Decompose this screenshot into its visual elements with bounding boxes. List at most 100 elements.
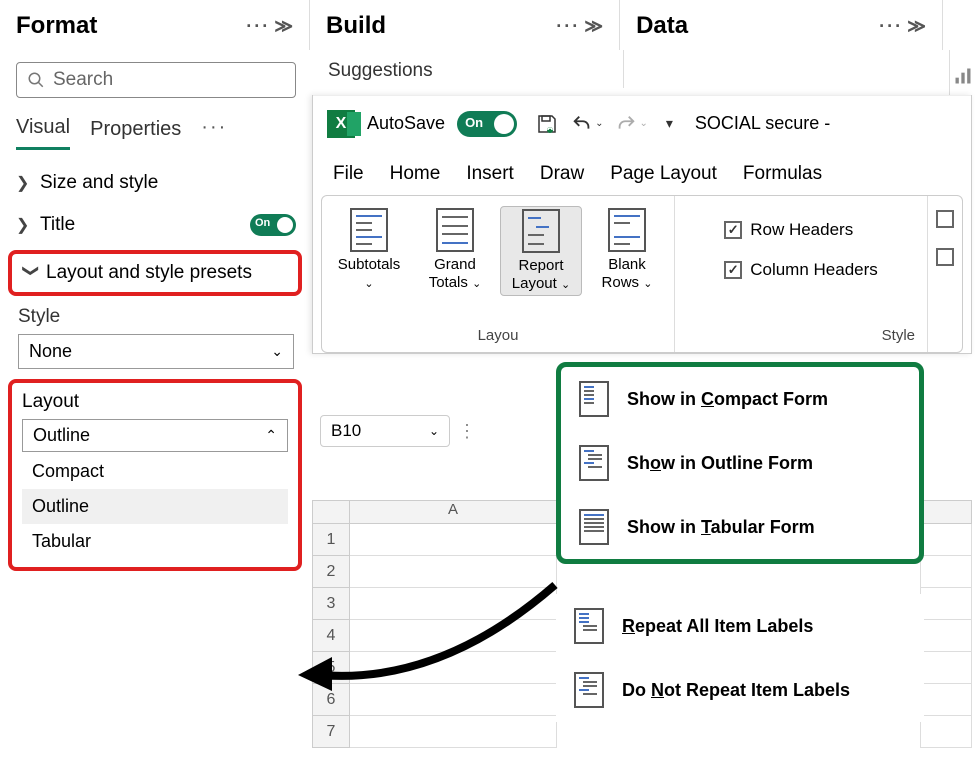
expand-icon[interactable]: ≫ <box>274 16 293 37</box>
cell[interactable] <box>350 716 557 748</box>
search-icon <box>27 71 45 89</box>
layout-select[interactable]: Outline ⌃ <box>22 419 288 452</box>
tab-draw[interactable]: Draw <box>540 163 584 185</box>
cell[interactable] <box>350 620 557 652</box>
checkbox-icon <box>724 221 742 239</box>
cell[interactable] <box>350 524 557 556</box>
row-header[interactable]: 7 <box>312 716 350 748</box>
chevron-down-icon: ⌄ <box>429 424 439 438</box>
name-box-row: B10 ⌄ ⋮ <box>320 415 476 447</box>
cell[interactable] <box>350 588 557 620</box>
blank-rows-label: Blank Rows <box>602 256 646 291</box>
dropdown-outline-form[interactable]: Show in Outline Form <box>561 431 919 495</box>
data-title: Data <box>636 12 688 40</box>
cell[interactable] <box>920 620 972 652</box>
cell[interactable] <box>350 652 557 684</box>
layout-option-outline[interactable]: Outline <box>22 489 288 524</box>
subtotals-button[interactable]: Subtotals⌄ <box>328 206 410 296</box>
cell[interactable] <box>920 588 972 620</box>
expand-icon[interactable]: ≫ <box>907 16 926 37</box>
cell[interactable] <box>920 716 972 748</box>
filename-label: SOCIAL secure - <box>695 113 830 134</box>
layout-value: Outline <box>33 425 90 446</box>
subtotals-label: Subtotals <box>338 256 401 273</box>
dropdown-repeat-label: Repeat All Item Labels <box>622 616 813 637</box>
row-header[interactable]: 3 <box>312 588 350 620</box>
layout-option-tabular[interactable]: Tabular <box>22 524 288 559</box>
excel-logo-icon: X <box>327 110 355 138</box>
cell[interactable] <box>920 652 972 684</box>
name-box[interactable]: B10 ⌄ <box>320 415 450 447</box>
checkbox-icon <box>724 261 742 279</box>
undo-icon[interactable]: ⌄ <box>571 113 603 135</box>
tab-insert[interactable]: Insert <box>466 163 514 185</box>
expand-icon[interactable]: ≫ <box>584 16 603 37</box>
cell[interactable] <box>920 556 972 588</box>
dropdown-tabular-form[interactable]: Show in Tabular Form <box>561 495 919 559</box>
dropdown-no-repeat-labels[interactable]: Do Not Repeat Item Labels <box>556 658 924 722</box>
checkbox-icon[interactable] <box>936 210 954 228</box>
sheet-area-right <box>920 500 972 748</box>
excel-window: X AutoSave On ⌄ ⌄ ▾ SOCIAL secure - File… <box>312 95 972 354</box>
save-icon[interactable] <box>535 112 559 136</box>
more-icon[interactable]: ··· <box>246 16 270 37</box>
col-header[interactable] <box>920 500 972 524</box>
ribbon: Subtotals⌄ Grand Totals ⌄ Report Layout … <box>313 195 971 353</box>
excel-titlebar: X AutoSave On ⌄ ⌄ ▾ SOCIAL secure - <box>313 95 971 151</box>
tab-page-layout[interactable]: Page Layout <box>610 163 717 185</box>
cell[interactable] <box>350 684 557 716</box>
size-style-label: Size and style <box>40 172 296 194</box>
more-icon[interactable]: ··· <box>879 16 903 37</box>
format-panel-header: Format ··· ≫ <box>0 0 310 50</box>
ribbon-group-extra <box>928 196 962 352</box>
row-headers-check[interactable]: Row Headers <box>724 220 878 240</box>
cell[interactable] <box>920 524 972 556</box>
chart-icon <box>953 66 973 86</box>
compact-form-icon <box>579 381 609 417</box>
checkbox-icon[interactable] <box>936 248 954 266</box>
tab-visual[interactable]: Visual <box>16 112 70 150</box>
grand-totals-label: Grand Totals <box>429 256 476 291</box>
layout-presets-label: Layout and style presets <box>46 262 288 284</box>
grand-totals-button[interactable]: Grand Totals ⌄ <box>414 206 496 296</box>
more-icon[interactable]: ··· <box>556 16 580 37</box>
autosave-toggle[interactable]: On <box>457 111 517 137</box>
select-all-corner[interactable] <box>312 500 350 524</box>
row-header[interactable]: 5 <box>312 652 350 684</box>
dropdown-compact-form[interactable]: Show in Compact Form <box>561 367 919 431</box>
tab-formulas[interactable]: Formulas <box>743 163 822 185</box>
title-label: Title <box>40 214 250 236</box>
autosave-label: AutoSave <box>367 113 445 134</box>
layout-label: Layout <box>22 391 288 413</box>
row-header[interactable]: 1 <box>312 524 350 556</box>
dropdown-repeat-labels[interactable]: Repeat All Item Labels <box>556 594 924 658</box>
section-title[interactable]: ❯ Title On <box>0 204 312 246</box>
tab-file[interactable]: File <box>333 163 364 185</box>
title-toggle[interactable]: On <box>250 214 296 236</box>
blank-rows-button[interactable]: Blank Rows ⌄ <box>586 206 668 296</box>
tab-more-icon[interactable]: ··· <box>201 116 227 147</box>
column-headers-check[interactable]: Column Headers <box>724 260 878 280</box>
highlight-layout-select: Layout Outline ⌃ Compact Outline Tabular <box>8 379 302 571</box>
chevron-up-icon: ⌃ <box>265 427 277 444</box>
tabular-form-icon <box>579 509 609 545</box>
customize-icon[interactable]: ▾ <box>666 115 673 132</box>
tab-home[interactable]: Home <box>390 163 441 185</box>
tab-properties[interactable]: Properties <box>90 114 181 149</box>
dropdown-compact-label: Show in Compact Form <box>627 389 828 410</box>
report-layout-button[interactable]: Report Layout ⌄ <box>500 206 582 296</box>
layout-option-compact[interactable]: Compact <box>22 454 288 489</box>
row-header[interactable]: 4 <box>312 620 350 652</box>
row-header[interactable]: 6 <box>312 684 350 716</box>
col-header-a[interactable]: A <box>350 500 557 524</box>
column-headers-label: Column Headers <box>750 260 878 280</box>
search-input[interactable]: Search <box>16 62 296 98</box>
section-layout-presets[interactable]: ❯ Layout and style presets <box>12 254 298 292</box>
cell[interactable] <box>350 556 557 588</box>
row-header[interactable]: 2 <box>312 556 350 588</box>
cell[interactable] <box>920 684 972 716</box>
section-size-style[interactable]: ❯ Size and style <box>0 162 312 204</box>
no-repeat-labels-icon <box>574 672 604 708</box>
redo-icon[interactable]: ⌄ <box>615 113 647 135</box>
style-select[interactable]: None ⌄ <box>18 334 294 369</box>
